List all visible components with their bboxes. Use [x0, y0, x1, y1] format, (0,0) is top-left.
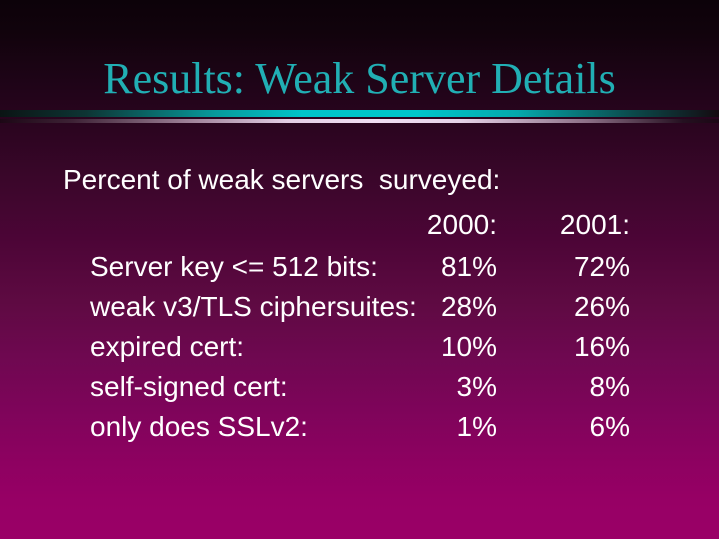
table-header-row: 2000: 2001:: [0, 203, 719, 247]
row-label: weak v3/TLS ciphersuites:: [90, 291, 417, 322]
value-2001: 72%: [573, 251, 630, 282]
table-row: expired cert: 10% 16%: [0, 327, 719, 367]
value-2000: 10%: [440, 331, 497, 362]
col-header-2001: 2001:: [559, 209, 630, 240]
header-label-spacer: [0, 203, 420, 247]
table-row: Server key <= 512 bits: 81% 72%: [0, 247, 719, 287]
stats-table: 2000: 2001: Server key <= 512 bits: 81% …: [0, 203, 719, 447]
intro-text: Percent of weak servers surveyed:: [63, 164, 501, 195]
value-2000: 28%: [440, 291, 497, 322]
value-2001: 6%: [589, 411, 630, 442]
divider-teal-bar: [0, 110, 719, 117]
row-label: only does SSLv2:: [90, 411, 308, 442]
col-header-2000: 2000:: [426, 209, 497, 240]
value-2000: 81%: [440, 251, 497, 282]
table-row: self-signed cert: 3% 8%: [0, 367, 719, 407]
slide-title: Results: Weak Server Details: [103, 54, 616, 103]
table-row: only does SSLv2: 1% 6%: [0, 407, 719, 447]
value-2001: 8%: [589, 371, 630, 402]
divider-pink-bar: [0, 119, 719, 123]
row-label: self-signed cert:: [90, 371, 288, 402]
value-2000: 1%: [456, 411, 497, 442]
value-2001: 26%: [573, 291, 630, 322]
value-2001: 16%: [573, 331, 630, 362]
value-2000: 3%: [456, 371, 497, 402]
table-row: weak v3/TLS ciphersuites: 28% 26%: [0, 287, 719, 327]
row-label: Server key <= 512 bits:: [90, 251, 378, 282]
row-label: expired cert:: [90, 331, 245, 362]
